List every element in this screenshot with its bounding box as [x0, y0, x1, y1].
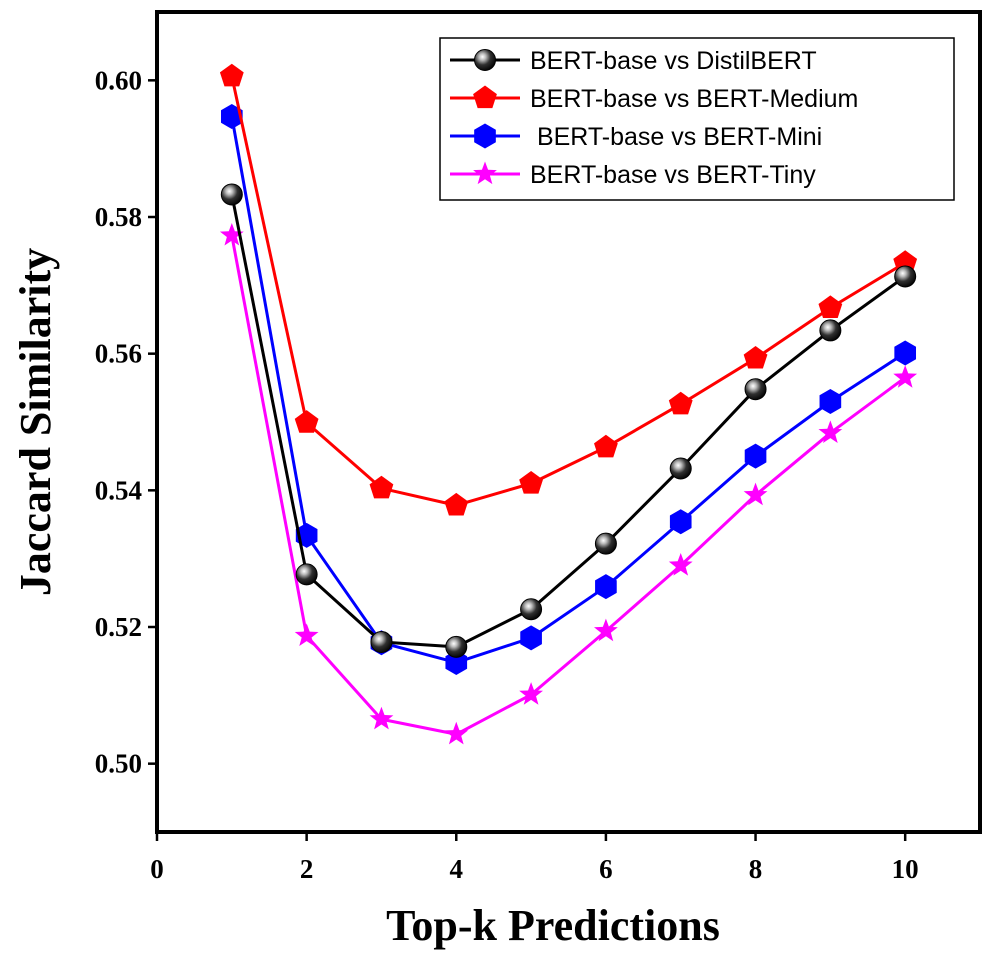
legend-item: BERT-base vs BERT-Tiny [450, 161, 816, 189]
legend-marker [474, 123, 496, 149]
data-point [669, 457, 692, 480]
data-point [294, 623, 319, 646]
data-point [819, 319, 842, 342]
data-point [668, 391, 693, 415]
data-point [595, 574, 617, 600]
data-point [818, 295, 843, 318]
data-point [743, 482, 768, 506]
data-point [893, 365, 918, 388]
data-point [294, 410, 319, 433]
data-point [594, 618, 618, 642]
data-point [520, 625, 542, 651]
legend-item: BERT-base vs BERT-Medium [450, 85, 858, 113]
y-tick-label: 0.54 [95, 475, 142, 505]
data-point [444, 492, 469, 516]
data-point [220, 183, 243, 206]
legend-item: BERT-base vs BERT-Mini [450, 123, 822, 151]
data-point [744, 443, 767, 469]
series-layer [219, 63, 918, 745]
axis-ticks: 0 2 4 6 8 10 0.50 0.52 0.54 0.56 0.58 0.60 [95, 65, 919, 884]
data-point [819, 389, 842, 414]
x-tick-label: 2 [300, 854, 314, 884]
series-4 [219, 222, 918, 745]
data-point [370, 631, 393, 654]
series-1 [220, 183, 917, 658]
series-line [230, 75, 906, 507]
series-line [230, 235, 907, 736]
data-point [668, 553, 693, 576]
legend-label: BERT-base vs BERT-Tiny [530, 161, 816, 189]
data-point [219, 222, 244, 246]
data-point [744, 378, 767, 401]
data-point [444, 721, 469, 745]
y-tick-label: 0.58 [95, 202, 142, 232]
x-tick-label: 8 [749, 854, 763, 884]
y-tick-label: 0.52 [95, 612, 142, 642]
x-axis-title: Top-k Predictions [386, 901, 720, 950]
series-3 [220, 104, 917, 676]
legend: BERT-base vs DistilBERT BERT-base vs BERT… [439, 37, 955, 201]
legend-marker [473, 85, 497, 109]
data-point [369, 706, 394, 730]
data-point [894, 265, 917, 288]
x-tick-label: 4 [450, 854, 464, 884]
legend-label: BERT-base vs BERT-Mini [530, 123, 822, 151]
y-axis-title: Jaccard Similarity [11, 248, 60, 596]
data-point [818, 420, 843, 444]
legend-label: BERT-base vs DistilBERT [530, 47, 817, 75]
data-point [520, 598, 543, 621]
legend-label: BERT-base vs BERT-Medium [530, 85, 858, 113]
x-tick-label: 6 [599, 854, 613, 884]
series-line [230, 116, 906, 665]
data-point [594, 532, 617, 555]
data-point [743, 345, 768, 369]
data-point [594, 434, 618, 458]
series-line [230, 194, 907, 649]
data-point [894, 340, 917, 366]
data-point [519, 682, 543, 705]
y-tick-label: 0.60 [95, 65, 142, 95]
legend-marker [473, 161, 497, 185]
data-point [220, 104, 243, 130]
x-tick-label: 10 [892, 854, 919, 884]
legend-box [439, 37, 955, 201]
data-point [519, 471, 543, 494]
series-2 [219, 63, 918, 516]
legend-item: BERT-base vs DistilBERT [450, 47, 817, 75]
data-point [295, 563, 318, 586]
x-tick-label: 0 [150, 854, 164, 884]
y-tick-label: 0.56 [95, 339, 142, 369]
data-point [669, 509, 692, 535]
data-point [369, 475, 394, 499]
legend-marker [474, 49, 496, 71]
y-tick-label: 0.50 [95, 749, 142, 779]
data-point [219, 63, 244, 87]
data-point [445, 635, 468, 658]
